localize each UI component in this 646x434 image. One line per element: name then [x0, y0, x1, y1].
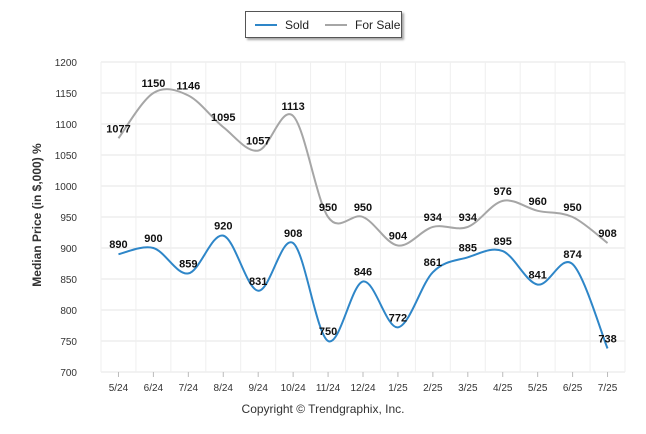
x-tick-label-8-24: 8/24	[214, 383, 234, 394]
data-label-sold-9-24: 831	[249, 276, 267, 288]
data-label-for-sale-9-24: 1057	[246, 136, 270, 148]
data-label-for-sale-6-25: 950	[563, 202, 581, 214]
legend-item-sold[interactable]: Sold	[255, 18, 309, 32]
data-label-sold-7-24: 859	[179, 258, 197, 270]
series-line-for-sale	[117, 88, 609, 247]
data-label-sold-3-25: 885	[459, 242, 477, 254]
data-label-sold-5-25: 841	[528, 270, 546, 282]
data-labels: 890 900 859 920 831 908 750 846 772 861 885 895 841 8…	[106, 78, 616, 345]
x-tick-label-4-25: 4/25	[493, 383, 513, 394]
data-label-for-sale-5-24: 1077	[106, 123, 130, 135]
x-tick-label-6-24: 6/24	[144, 383, 164, 394]
grid-lines	[100, 61, 626, 373]
data-label-sold-6-25: 874	[563, 249, 582, 261]
data-label-sold-11-24: 750	[319, 326, 337, 338]
legend-item-for-sale[interactable]: For Sale	[325, 18, 400, 32]
data-label-sold-1-25: 772	[389, 312, 407, 324]
data-label-for-sale-5-25: 960	[528, 196, 546, 208]
x-tick-label-2-25: 2/25	[423, 383, 443, 394]
data-label-for-sale-1-25: 904	[389, 231, 408, 243]
y-axis-label: Median Price (in $,000) %	[30, 143, 44, 287]
data-label-sold-6-24: 900	[144, 233, 162, 245]
data-label-sold-4-25: 895	[494, 236, 512, 248]
data-label-for-sale-7-24: 1146	[176, 80, 200, 92]
data-label-sold-10-24: 908	[284, 228, 302, 240]
legend-swatch-sold	[255, 23, 277, 26]
data-label-sold-7-25: 738	[598, 333, 616, 345]
y-tick-label-1150: 1150	[55, 89, 77, 100]
data-label-for-sale-12-24: 950	[354, 202, 372, 214]
x-tick-label-5-24: 5/24	[109, 383, 129, 394]
y-tick-label-950: 950	[60, 213, 77, 224]
copyright-credit: Copyright © Trendgraphix, Inc.	[241, 402, 405, 416]
data-label-for-sale-3-25: 934	[459, 212, 478, 224]
x-tick-label-1-25: 1/25	[388, 383, 408, 394]
y-tick-label-1200: 1200	[55, 58, 78, 69]
y-tick-label-800: 800	[60, 306, 77, 317]
x-tick-label-7-24: 7/24	[179, 383, 199, 394]
data-label-sold-12-24: 846	[354, 266, 372, 278]
legend-label-for-sale: For Sale	[355, 17, 401, 32]
data-label-for-sale-2-25: 934	[424, 212, 443, 224]
legend-swatch-for-sale	[325, 23, 348, 26]
y-tick-label-1100: 1100	[55, 120, 77, 131]
data-label-for-sale-8-24: 1095	[211, 112, 235, 124]
series-line-sold	[118, 234, 609, 349]
data-label-for-sale-11-24: 950	[319, 202, 337, 214]
series-lines	[117, 88, 609, 349]
y-tick-label-700: 700	[60, 368, 77, 379]
data-label-sold-2-25: 861	[424, 257, 442, 269]
x-tick-label-6-25: 6/25	[563, 383, 583, 394]
y-tick-label-1050: 1050	[55, 151, 78, 162]
x-tick-label-5-25: 5/25	[528, 383, 548, 394]
data-label-sold-5-24: 890	[109, 239, 127, 251]
x-axis-ticks: 5/24 6/24 7/24 8/24 9/24 10/24 11/24 12/24 1/25 2…	[109, 372, 618, 394]
data-label-sold-8-24: 920	[214, 221, 232, 233]
data-label-for-sale-7-25: 908	[598, 228, 616, 240]
x-tick-label-10-24: 10/24	[281, 383, 306, 394]
y-tick-label-850: 850	[60, 275, 77, 286]
y-tick-label-1000: 1000	[55, 182, 78, 193]
x-tick-label-12-24: 12/24	[350, 383, 375, 394]
data-label-for-sale-6-24: 1150	[141, 78, 165, 90]
data-label-for-sale-4-25: 976	[494, 186, 512, 198]
legend: Sold For Sale	[245, 11, 402, 38]
data-label-for-sale-10-24: 1113	[282, 101, 305, 113]
x-tick-label-7-25: 7/25	[598, 383, 618, 394]
legend-label-sold: Sold	[285, 17, 310, 32]
y-tick-label-750: 750	[60, 337, 77, 348]
y-tick-label-900: 900	[60, 244, 77, 255]
y-axis-ticks: 700 750 800 850 900 950 1000 1050 1100 1150 1200	[55, 58, 78, 379]
x-tick-label-9-24: 9/24	[248, 383, 268, 394]
x-tick-label-3-25: 3/25	[458, 383, 478, 394]
x-tick-label-11-24: 11/24	[316, 383, 341, 394]
